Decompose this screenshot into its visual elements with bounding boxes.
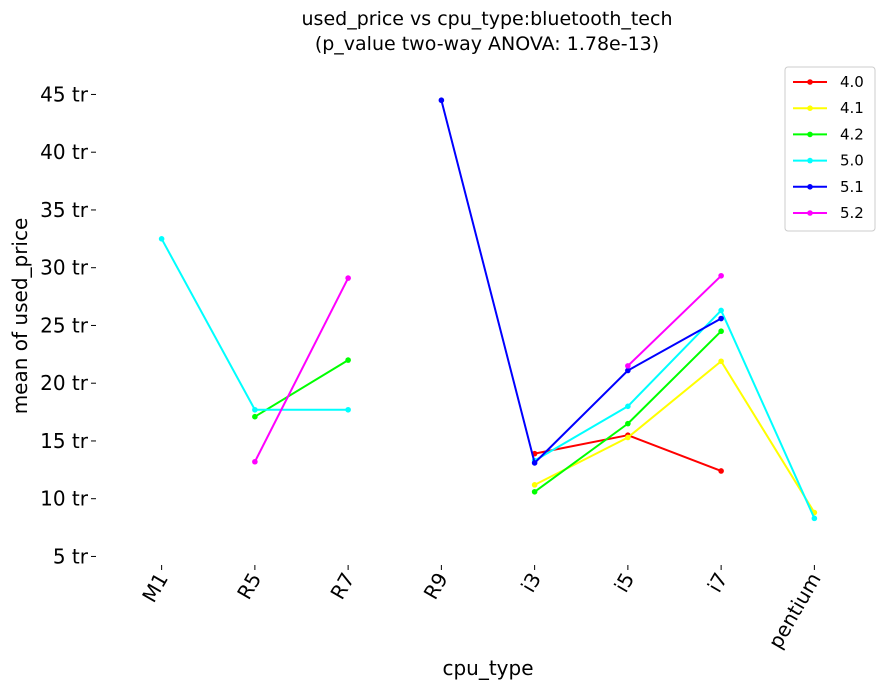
legend-marker: [807, 131, 813, 138]
data-point: [718, 358, 724, 365]
x-tick-label: i3: [516, 569, 546, 597]
data-point: [531, 488, 538, 495]
x-tick-label: pentium: [763, 569, 825, 653]
data-point: [438, 97, 445, 104]
series-line: [440, 99, 722, 464]
data-point: [531, 460, 538, 466]
series-4.2: [252, 328, 724, 495]
y-tick-label: 20 tr: [40, 371, 89, 395]
data-point: [158, 236, 165, 242]
chart-subtitle: (p_value two-way ANOVA: 1.78e-13): [315, 33, 659, 55]
y-axis-label: mean of used_price: [8, 218, 32, 415]
legend-label: 4.2: [840, 125, 864, 143]
series-5.2: [252, 272, 724, 465]
data-point: [345, 357, 351, 363]
legend-label: 4.0: [840, 73, 864, 91]
legend-marker: [807, 184, 813, 190]
x-tick-label: R7: [325, 569, 359, 604]
y-tick-label: 45 tr: [40, 82, 89, 106]
data-point: [252, 406, 258, 413]
data-point: [625, 367, 631, 374]
data-point: [531, 482, 538, 488]
x-tick-label: i7: [703, 569, 733, 597]
y-tick-label: 40 tr: [40, 140, 89, 164]
x-axis-label: cpu_type: [442, 656, 533, 680]
data-point: [718, 315, 724, 322]
y-axis: 5 tr 10 tr 15 tr 20 tr 25 tr 30 tr 35 tr 40 tr 4…: [40, 82, 96, 568]
chart-title: used_price vs cpu_type:bluetooth_tech: [302, 8, 673, 30]
series-line: [534, 434, 722, 472]
data-point: [718, 468, 724, 474]
legend-label: 5.1: [840, 178, 864, 196]
data-point: [625, 403, 631, 410]
data-point: [252, 458, 258, 465]
data-point: [625, 434, 631, 441]
data-point: [345, 275, 351, 281]
y-tick-label: 5 tr: [53, 544, 89, 568]
legend-marker: [807, 79, 813, 85]
series-layer: [158, 97, 818, 522]
x-tick-label: i5: [609, 569, 639, 597]
legend-label: 5.2: [840, 204, 864, 222]
series-line: [534, 309, 816, 519]
data-point: [345, 406, 351, 413]
legend: 4.0 4.1 4.2 5.0 5.1 5.2: [784, 66, 876, 232]
y-tick-label: 10 tr: [40, 487, 89, 511]
legend-label: 4.1: [840, 99, 864, 117]
series-line: [253, 277, 350, 463]
series-line: [534, 330, 722, 493]
data-point: [811, 515, 818, 522]
data-point: [718, 307, 724, 314]
y-tick-label: 35 tr: [40, 198, 89, 222]
data-point: [718, 328, 724, 335]
data-point: [252, 413, 258, 420]
data-point: [625, 363, 631, 369]
series-line: [160, 238, 349, 411]
series-line: [627, 275, 722, 367]
legend-marker: [807, 210, 813, 216]
legend-label: 5.0: [840, 152, 864, 170]
x-tick-label: R9: [419, 569, 453, 604]
y-tick-label: 30 tr: [40, 256, 89, 280]
x-axis: M1 R5 R7 R9 i3 i5 i7 pentium: [137, 565, 826, 653]
x-tick-label: M1: [137, 569, 173, 607]
data-point: [625, 420, 631, 427]
legend-marker: [807, 157, 813, 164]
y-tick-label: 15 tr: [40, 429, 89, 453]
series-line: [254, 359, 349, 418]
series-5.1: [438, 97, 724, 466]
data-point: [718, 272, 724, 279]
series-line: [534, 360, 816, 514]
x-tick-label: R5: [232, 569, 266, 604]
y-tick-label: 25 tr: [40, 313, 89, 337]
legend-marker: [807, 105, 813, 111]
